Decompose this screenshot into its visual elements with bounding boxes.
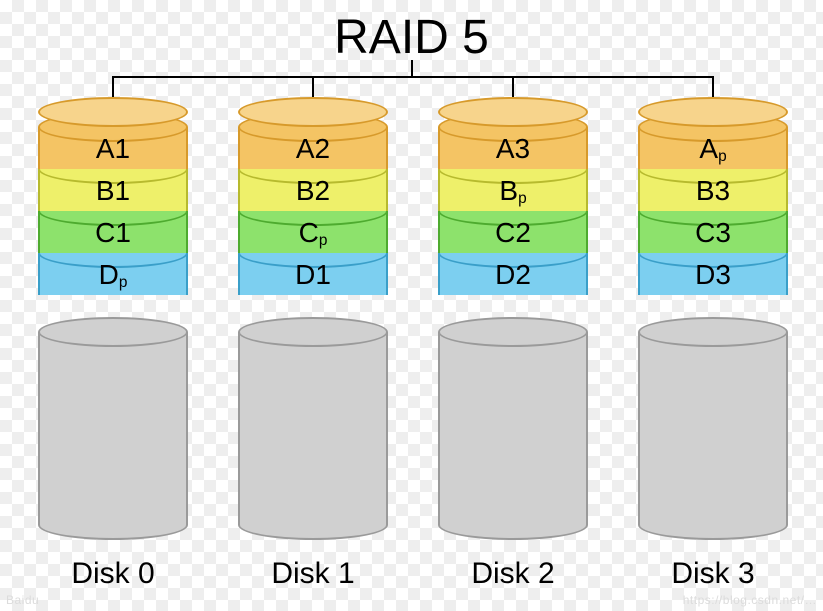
disk-body	[438, 332, 588, 525]
disk-body	[638, 332, 788, 525]
connector-bar	[113, 76, 713, 78]
disk-body-top	[238, 317, 388, 347]
disk-body-top	[438, 317, 588, 347]
disk: A3BpC2D2	[438, 0, 588, 611]
disk: A2B2CpD1	[238, 0, 388, 611]
disk-label: Disk 1	[238, 557, 388, 591]
watermark-right: https://blog.csdn.net/…	[683, 593, 817, 607]
disk-body	[38, 332, 188, 525]
disk-top-cap	[438, 97, 588, 127]
disk-label: Disk 0	[38, 557, 188, 591]
disk-body-top	[38, 317, 188, 347]
disk: A1B1C1Dp	[38, 0, 188, 611]
disk-top-cap	[38, 97, 188, 127]
connector-stem	[411, 60, 413, 76]
watermark-left: Baidu	[6, 593, 39, 607]
disk-label: Disk 2	[438, 557, 588, 591]
disk-top-cap	[638, 97, 788, 127]
disk-body	[238, 332, 388, 525]
disk: ApB3C3D3	[638, 0, 788, 611]
disk-top-cap	[238, 97, 388, 127]
disk-label: Disk 3	[638, 557, 788, 591]
disk-body-top	[638, 317, 788, 347]
